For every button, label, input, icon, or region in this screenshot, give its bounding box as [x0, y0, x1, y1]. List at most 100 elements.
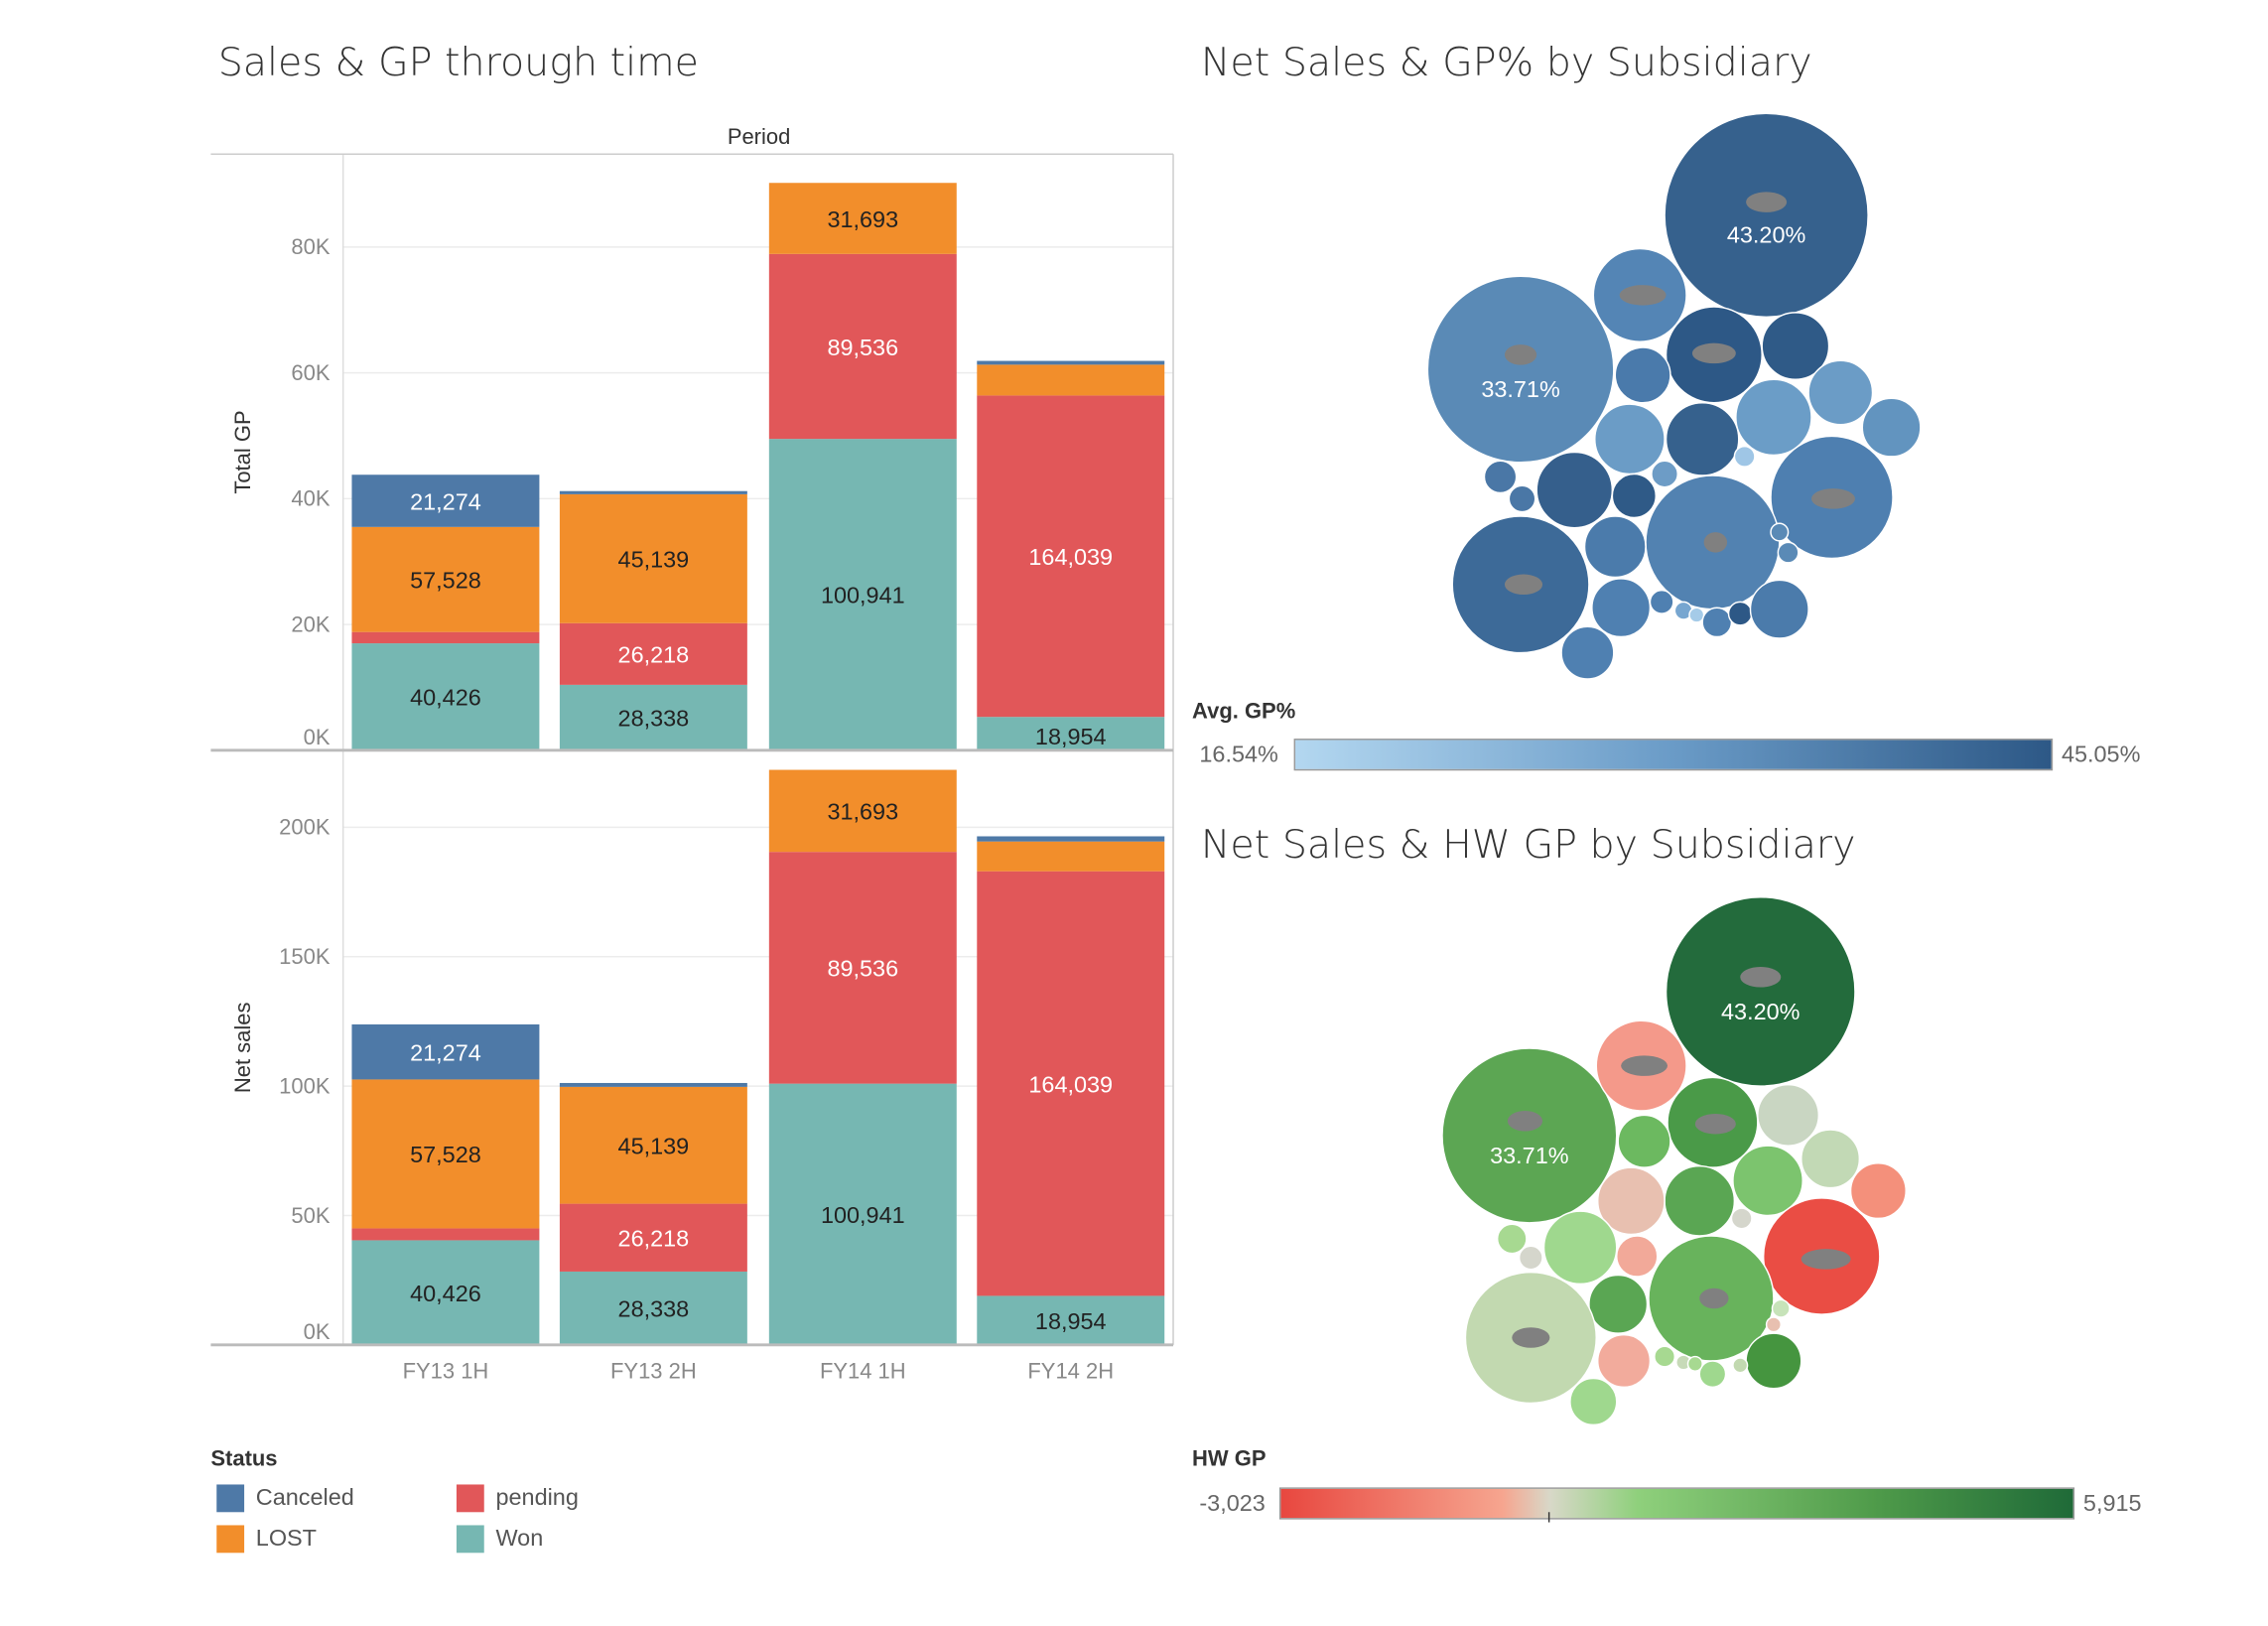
- bar-segment-pending: [977, 871, 1165, 1296]
- bar-segment-canceled: [559, 1082, 747, 1087]
- bubble: [1583, 515, 1647, 579]
- hwgp-legend-min: -3,023: [1199, 1491, 1266, 1517]
- y-tick-label: 0K: [304, 1319, 331, 1344]
- bar-segment-lost: [559, 1086, 747, 1204]
- bubble: [1665, 401, 1740, 476]
- data-label: 100,941: [821, 1202, 905, 1228]
- legend-item-canceled[interactable]: Canceled: [216, 1484, 354, 1513]
- bubble: [1508, 484, 1536, 513]
- legend-item-won[interactable]: Won: [456, 1525, 543, 1554]
- bubble: [1777, 541, 1800, 564]
- bubble: [1596, 1333, 1652, 1389]
- redacted-label: [1504, 344, 1537, 365]
- x-tick-label: FY13 2H: [610, 1359, 697, 1384]
- bubble: [1569, 1377, 1618, 1426]
- bar-segment-canceled: [977, 360, 1165, 365]
- bubble-value-label: 43.20%: [1727, 222, 1805, 248]
- hwgp-color-ramp: [1278, 1487, 2075, 1520]
- data-label: 28,338: [618, 706, 690, 732]
- bubble: [1483, 460, 1518, 494]
- redacted-label: [1621, 1055, 1668, 1076]
- bar-segment-lost: [768, 769, 957, 853]
- legend-item-lost[interactable]: LOST: [216, 1525, 317, 1554]
- data-label: 31,693: [827, 206, 898, 232]
- data-label: 40,426: [410, 685, 481, 711]
- y-tick-label: 20K: [291, 611, 330, 636]
- bubble: [1665, 895, 1856, 1087]
- y-tick-label: 60K: [291, 360, 330, 385]
- bubble: [1698, 1360, 1727, 1389]
- bubble: [1732, 1357, 1749, 1374]
- bar-chart: Period 0K 20K 40K 60K 80K Total GP 40,426 57,528…: [210, 124, 1174, 1384]
- swatch: [216, 1525, 245, 1554]
- bar-segment-pending: [351, 1228, 540, 1241]
- data-label: 45,139: [618, 547, 690, 573]
- x-tick-label: FY14 2H: [1027, 1359, 1114, 1384]
- bar-segment-won: [977, 717, 1165, 750]
- swatch: [456, 1484, 484, 1513]
- bubble: [1761, 312, 1830, 381]
- bubble: [1664, 112, 1869, 319]
- bubble: [1664, 1164, 1736, 1237]
- data-label: 21,274: [410, 488, 481, 514]
- bar-segment-lost: [351, 526, 540, 632]
- redacted-label: [1504, 574, 1543, 596]
- bubble: [1733, 445, 1756, 468]
- bar-segment-lost: [351, 1079, 540, 1229]
- bar-segment-canceled: [977, 836, 1165, 842]
- legend-item-pending[interactable]: pending: [456, 1484, 579, 1513]
- y-axis-title: Total GP: [230, 410, 255, 493]
- bubble: [1770, 522, 1790, 542]
- bar-segment-won: [977, 1295, 1165, 1345]
- redacted-label: [1507, 1111, 1543, 1132]
- bubble: [1749, 579, 1809, 639]
- bubble: [1732, 1145, 1803, 1217]
- bar-segment-pending: [559, 622, 747, 685]
- bubble: [1807, 359, 1874, 426]
- gp-color-ramp: [1293, 739, 2054, 771]
- redacted-label: [1703, 532, 1728, 553]
- bubble: [1617, 1114, 1671, 1168]
- data-label: 26,218: [618, 642, 690, 668]
- bubble: [1426, 275, 1615, 464]
- zero-tick: [1547, 1512, 1550, 1523]
- bar-segment-pending: [559, 1203, 747, 1272]
- swatch: [456, 1525, 484, 1554]
- data-label: 21,274: [410, 1039, 481, 1065]
- redacted-label: [1512, 1327, 1550, 1348]
- bar-segment-pending: [768, 852, 957, 1084]
- bubble: [1535, 451, 1614, 529]
- data-label: 28,338: [618, 1296, 690, 1322]
- bubble: [1596, 1166, 1666, 1236]
- redacted-label: [1746, 192, 1788, 212]
- bubble: [1588, 1274, 1649, 1334]
- y-tick-label: 40K: [291, 486, 330, 511]
- bar-segment-won: [559, 1271, 747, 1345]
- gp-legend-max: 45.05%: [2061, 743, 2141, 768]
- bubble: [1686, 1355, 1703, 1372]
- left-title: Sales & GP through time: [217, 41, 699, 86]
- data-label: 164,039: [1028, 1071, 1113, 1097]
- bar-segment-canceled: [559, 490, 747, 494]
- gp-legend-min: 16.54%: [1199, 743, 1278, 768]
- column-header: Period: [728, 124, 791, 149]
- bubble: [1591, 578, 1652, 638]
- data-label: 89,536: [827, 956, 898, 982]
- bubble: [1771, 1298, 1791, 1318]
- bubble: [1745, 1332, 1802, 1390]
- data-label: 100,941: [821, 583, 905, 609]
- data-label: 57,528: [410, 1142, 481, 1167]
- data-label: 31,693: [827, 799, 898, 825]
- redacted-label: [1740, 967, 1782, 988]
- bubble: [1614, 346, 1671, 404]
- redacted-label: [1691, 342, 1736, 364]
- redacted-label: [1699, 1287, 1729, 1309]
- bubble-value-label: 33.71%: [1490, 1143, 1568, 1168]
- bar-segment-pending: [768, 253, 957, 440]
- y-tick-label: 100K: [279, 1073, 331, 1098]
- bubble: [1611, 473, 1658, 519]
- y-tick-label: 50K: [291, 1203, 330, 1228]
- bubble: [1701, 607, 1733, 638]
- data-label: 40,426: [410, 1281, 481, 1306]
